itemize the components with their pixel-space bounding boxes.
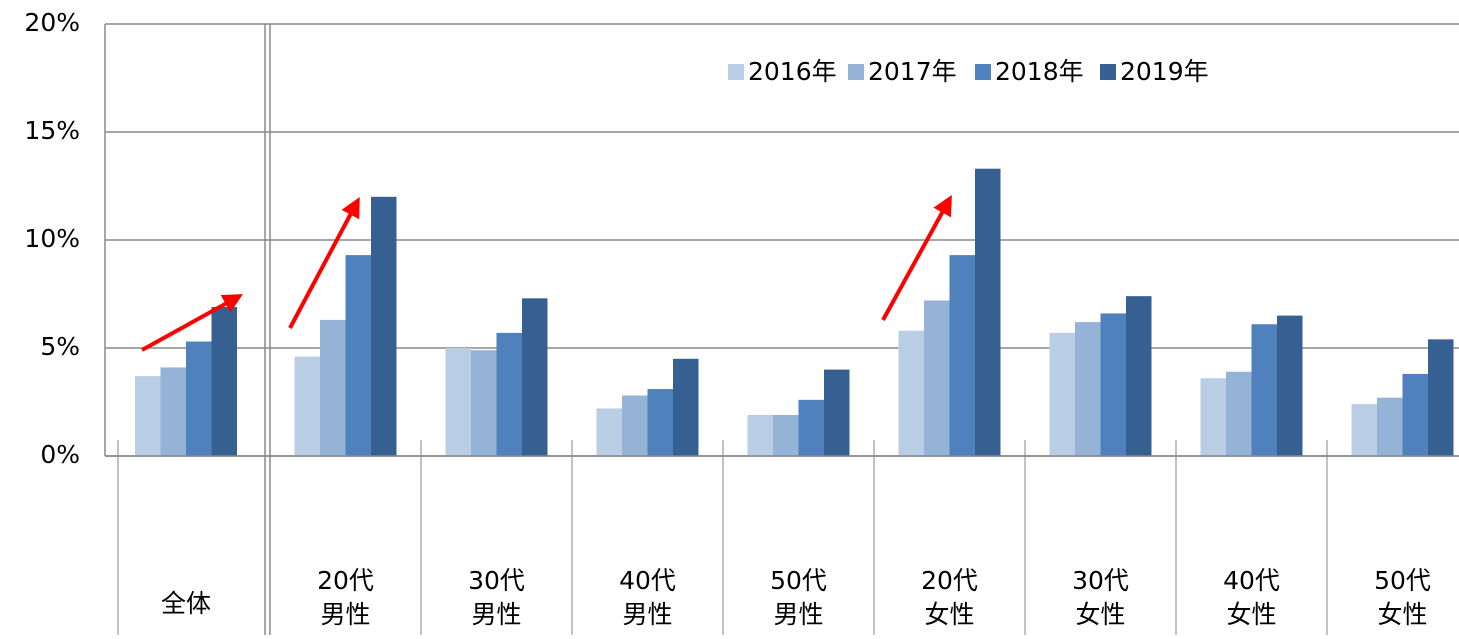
bar xyxy=(371,196,397,457)
y-tick-label: 20% xyxy=(24,8,80,37)
legend-label: 2018年 xyxy=(995,57,1084,86)
bar xyxy=(1402,373,1428,456)
bar xyxy=(673,358,699,456)
bar xyxy=(345,255,371,456)
bar xyxy=(1226,371,1252,456)
y-tick-label: 5% xyxy=(40,332,80,361)
annotations xyxy=(141,194,952,352)
bar xyxy=(1428,339,1454,456)
y-tick-label: 15% xyxy=(24,116,80,145)
bar xyxy=(747,414,773,456)
bar xyxy=(445,348,471,456)
x-tick-label: 30代男性 xyxy=(468,566,525,629)
bar xyxy=(320,319,346,456)
bar xyxy=(160,367,186,456)
x-tick-label: 全体 xyxy=(161,589,211,618)
bar xyxy=(924,300,950,456)
bar xyxy=(1075,322,1101,456)
bar xyxy=(949,255,975,456)
bar xyxy=(211,306,237,456)
bar xyxy=(1049,332,1075,456)
x-tick-label: 50代女性 xyxy=(1374,566,1431,629)
bar xyxy=(596,408,622,456)
y-tick-label: 0% xyxy=(40,440,80,469)
bar xyxy=(824,369,850,456)
legend-swatch xyxy=(728,64,744,80)
bar xyxy=(496,332,522,456)
bar xyxy=(798,399,824,456)
legend-swatch xyxy=(1100,64,1116,80)
legend-swatch xyxy=(975,64,991,80)
legend-label: 2017年 xyxy=(868,57,957,86)
bar xyxy=(186,341,212,456)
x-tick-label: 40代女性 xyxy=(1223,566,1280,629)
arrow xyxy=(141,294,244,352)
bar xyxy=(1100,313,1126,456)
bar xyxy=(647,389,673,456)
bar xyxy=(135,376,161,456)
legend-label: 2019年 xyxy=(1120,57,1209,86)
legend-swatch xyxy=(848,64,864,80)
arrow xyxy=(288,196,360,329)
bar xyxy=(471,350,497,456)
bar xyxy=(773,414,799,456)
bar xyxy=(1351,404,1377,456)
bar xyxy=(622,395,648,456)
bar xyxy=(294,356,320,456)
bar xyxy=(975,168,1001,456)
bar xyxy=(522,298,548,456)
x-tick-label: 30代女性 xyxy=(1072,566,1129,629)
bar xyxy=(1126,296,1152,456)
bar xyxy=(1251,324,1277,456)
bar xyxy=(1277,315,1303,456)
bar xyxy=(1377,397,1403,456)
x-tick-label: 20代女性 xyxy=(921,566,978,629)
x-tick-label: 40代男性 xyxy=(619,566,676,629)
arrow xyxy=(881,194,952,321)
x-tick-label: 20代男性 xyxy=(317,566,374,629)
bar xyxy=(1200,378,1226,456)
axes xyxy=(104,24,271,635)
x-tick-label: 50代男性 xyxy=(770,566,827,629)
y-tick-label: 10% xyxy=(24,224,80,253)
legend-label: 2016年 xyxy=(748,57,837,86)
bar xyxy=(898,330,924,456)
